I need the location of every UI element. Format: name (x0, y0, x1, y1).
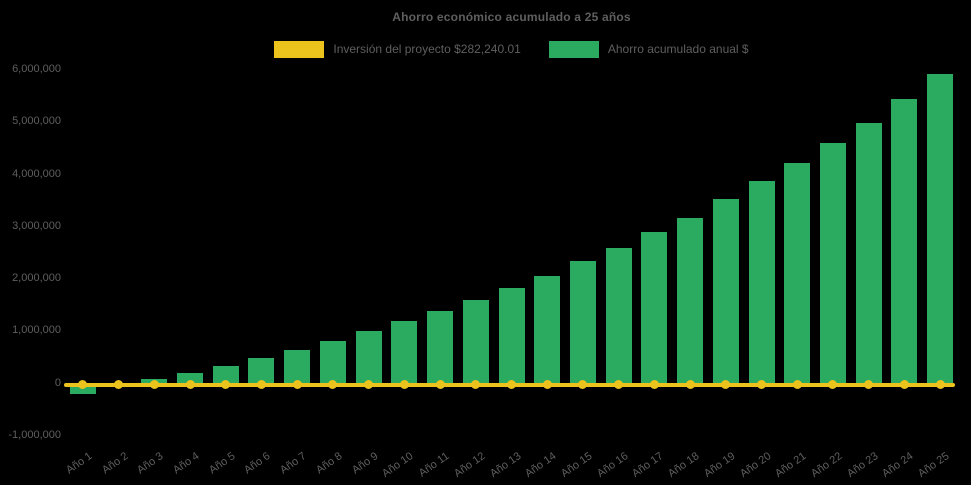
y-tick-label: 2,000,000 (12, 272, 61, 285)
investment-line-marker (578, 380, 588, 390)
savings-bar (748, 180, 775, 383)
investment-line-marker (185, 380, 195, 390)
investment-line-marker (149, 380, 159, 390)
savings-bar (534, 275, 561, 383)
investment-line-marker (757, 380, 767, 390)
savings-bar (319, 340, 346, 383)
investment-line-marker (435, 380, 445, 390)
savings-bar (427, 311, 454, 383)
savings-bar (605, 248, 632, 383)
investment-line-marker (721, 380, 731, 390)
investment-line-marker (542, 380, 552, 390)
investment-line-marker (292, 380, 302, 390)
investment-line-marker (864, 380, 874, 390)
investment-line-marker (685, 380, 695, 390)
savings-bar (891, 99, 918, 383)
savings-bar (177, 372, 204, 383)
investment-line-marker (78, 380, 88, 390)
savings-bar (212, 365, 239, 383)
investment-line-marker (256, 380, 266, 390)
savings-bar (677, 218, 704, 383)
investment-line-marker (399, 380, 409, 390)
savings-bar (248, 357, 275, 383)
savings-bar (855, 122, 882, 383)
savings-bar (819, 143, 846, 383)
legend-label-savings: Ahorro acumulado anual $ (607, 42, 749, 56)
investment-line-marker (114, 380, 124, 390)
savings-bar (355, 331, 382, 383)
y-tick-label: 4,000,000 (12, 167, 61, 180)
investment-line-marker (792, 380, 802, 390)
investment-line-marker (507, 380, 516, 390)
investment-line-marker (471, 380, 481, 390)
legend: Inversión del proyecto $282,240.01 Ahorr… (65, 39, 958, 59)
legend-label-investment: Inversión del proyecto $282,240.01 (333, 42, 521, 56)
chart-title: Ahorro económico acumulado a 25 años (392, 10, 631, 24)
investment-line-marker (364, 380, 374, 390)
y-tick-label: -1,000,000 (8, 429, 61, 441)
savings-bar (927, 74, 954, 383)
investment-line-marker (614, 380, 624, 390)
y-tick-label: 1,000,000 (12, 324, 61, 337)
investment-line-marker (649, 380, 659, 390)
investment-line-marker (935, 380, 945, 390)
savings-bar (462, 300, 489, 383)
y-tick-label: 0 (54, 376, 61, 389)
savings-bar-swatch (548, 40, 599, 58)
savings-bar (712, 199, 739, 383)
y-tick-label: 6,000,000 (12, 63, 61, 75)
y-tick-label: 3,000,000 (12, 219, 61, 232)
investment-line-marker (328, 380, 338, 390)
savings-bar (498, 287, 525, 383)
savings-bar (391, 321, 418, 383)
savings-bar (569, 260, 596, 383)
investment-line-swatch (274, 40, 325, 58)
investment-line-marker (828, 380, 838, 390)
savings-bar (284, 350, 311, 383)
savings-bar (784, 162, 811, 383)
investment-line-marker (899, 380, 909, 390)
y-tick-label: 5,000,000 (12, 115, 61, 128)
savings-bar (641, 232, 668, 383)
legend-item-savings: Ahorro acumulado anual $ (548, 40, 749, 58)
investment-line-marker (221, 380, 231, 390)
legend-item-investment: Inversión del proyecto $282,240.01 (274, 40, 521, 58)
